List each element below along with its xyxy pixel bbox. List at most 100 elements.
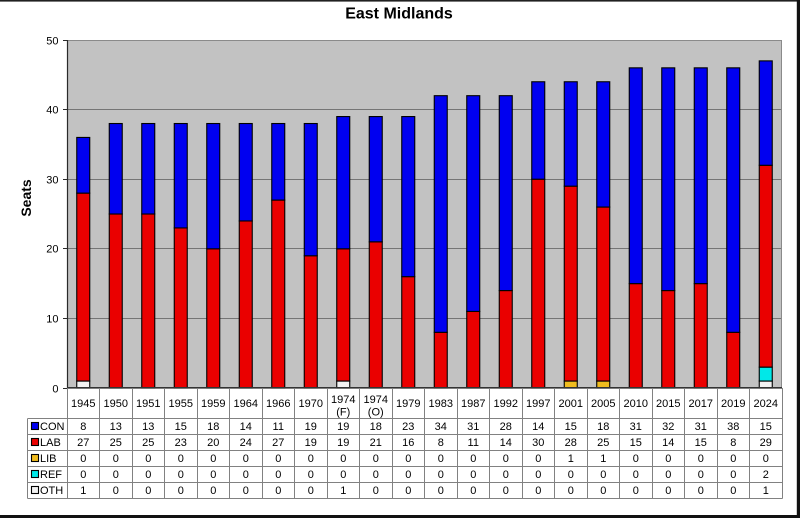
svg-text:29: 29: [760, 437, 772, 449]
svg-text:0: 0: [340, 453, 346, 465]
svg-text:1974: 1974: [364, 394, 388, 406]
svg-text:(O): (O): [368, 406, 384, 418]
svg-text:2005: 2005: [591, 398, 615, 410]
svg-text:2024: 2024: [754, 398, 778, 410]
svg-text:2019: 2019: [721, 398, 745, 410]
svg-text:0: 0: [243, 453, 249, 465]
svg-text:0: 0: [730, 469, 736, 481]
svg-text:0: 0: [730, 485, 736, 497]
svg-text:18: 18: [597, 421, 609, 433]
svg-text:19: 19: [337, 421, 349, 433]
svg-text:15: 15: [175, 421, 187, 433]
svg-text:0: 0: [405, 469, 411, 481]
svg-text:0: 0: [438, 469, 444, 481]
svg-text:(F): (F): [336, 406, 350, 418]
svg-text:0: 0: [535, 453, 541, 465]
svg-text:2015: 2015: [656, 398, 680, 410]
svg-text:0: 0: [210, 453, 216, 465]
svg-text:0: 0: [698, 485, 704, 497]
svg-text:18: 18: [370, 421, 382, 433]
svg-text:0: 0: [113, 469, 119, 481]
svg-text:34: 34: [435, 421, 447, 433]
svg-text:0: 0: [80, 453, 86, 465]
svg-text:1966: 1966: [266, 398, 290, 410]
svg-text:0: 0: [438, 485, 444, 497]
svg-text:1964: 1964: [234, 398, 258, 410]
svg-text:1959: 1959: [201, 398, 225, 410]
svg-text:0: 0: [243, 469, 249, 481]
svg-text:0: 0: [535, 469, 541, 481]
svg-text:25: 25: [597, 437, 609, 449]
svg-text:0: 0: [665, 469, 671, 481]
svg-text:0: 0: [503, 485, 509, 497]
svg-text:1950: 1950: [104, 398, 128, 410]
svg-text:0: 0: [503, 453, 509, 465]
svg-text:1: 1: [763, 485, 769, 497]
svg-text:15: 15: [760, 421, 772, 433]
svg-text:1: 1: [568, 453, 574, 465]
svg-text:0: 0: [438, 453, 444, 465]
svg-text:0: 0: [470, 469, 476, 481]
svg-text:1992: 1992: [494, 398, 518, 410]
svg-text:0: 0: [665, 453, 671, 465]
svg-text:10: 10: [46, 314, 58, 326]
svg-text:8: 8: [80, 421, 86, 433]
svg-text:20: 20: [207, 437, 219, 449]
svg-text:0: 0: [145, 469, 151, 481]
svg-text:19: 19: [337, 437, 349, 449]
svg-text:15: 15: [695, 437, 707, 449]
svg-text:27: 27: [77, 437, 89, 449]
svg-text:0: 0: [600, 485, 606, 497]
svg-text:30: 30: [532, 437, 544, 449]
svg-text:0: 0: [698, 453, 704, 465]
svg-text:OTH: OTH: [40, 485, 63, 497]
svg-text:0: 0: [503, 469, 509, 481]
svg-text:0: 0: [210, 469, 216, 481]
svg-text:28: 28: [500, 421, 512, 433]
svg-text:20: 20: [46, 244, 58, 256]
svg-text:0: 0: [535, 485, 541, 497]
svg-text:25: 25: [142, 437, 154, 449]
svg-text:0: 0: [178, 453, 184, 465]
svg-text:19: 19: [305, 437, 317, 449]
svg-text:0: 0: [470, 453, 476, 465]
svg-text:15: 15: [630, 437, 642, 449]
svg-text:31: 31: [695, 421, 707, 433]
svg-text:1945: 1945: [71, 398, 95, 410]
svg-text:Seats: Seats: [18, 179, 34, 217]
svg-text:13: 13: [142, 421, 154, 433]
svg-text:0: 0: [633, 485, 639, 497]
svg-text:1955: 1955: [169, 398, 193, 410]
svg-text:21: 21: [370, 437, 382, 449]
svg-text:25: 25: [110, 437, 122, 449]
svg-text:0: 0: [633, 453, 639, 465]
svg-text:0: 0: [373, 469, 379, 481]
svg-text:14: 14: [240, 421, 252, 433]
svg-text:1987: 1987: [461, 398, 485, 410]
svg-text:0: 0: [113, 453, 119, 465]
svg-text:0: 0: [600, 469, 606, 481]
svg-text:0: 0: [308, 453, 314, 465]
svg-text:1: 1: [80, 485, 86, 497]
svg-text:14: 14: [532, 421, 544, 433]
svg-text:2001: 2001: [559, 398, 583, 410]
svg-text:18: 18: [207, 421, 219, 433]
svg-text:1: 1: [600, 453, 606, 465]
svg-text:LIB: LIB: [40, 453, 57, 465]
svg-text:0: 0: [145, 453, 151, 465]
svg-text:1997: 1997: [526, 398, 550, 410]
svg-text:0: 0: [373, 485, 379, 497]
svg-text:0: 0: [405, 485, 411, 497]
svg-text:11: 11: [468, 437, 479, 449]
svg-text:24: 24: [240, 437, 252, 449]
svg-text:0: 0: [568, 485, 574, 497]
svg-text:LAB: LAB: [40, 437, 61, 449]
svg-text:31: 31: [467, 421, 479, 433]
svg-text:2010: 2010: [624, 398, 648, 410]
svg-text:0: 0: [275, 469, 281, 481]
svg-text:1970: 1970: [299, 398, 323, 410]
svg-text:50: 50: [46, 36, 58, 48]
svg-text:East Midlands: East Midlands: [345, 6, 453, 23]
svg-text:15: 15: [565, 421, 577, 433]
svg-text:0: 0: [308, 469, 314, 481]
